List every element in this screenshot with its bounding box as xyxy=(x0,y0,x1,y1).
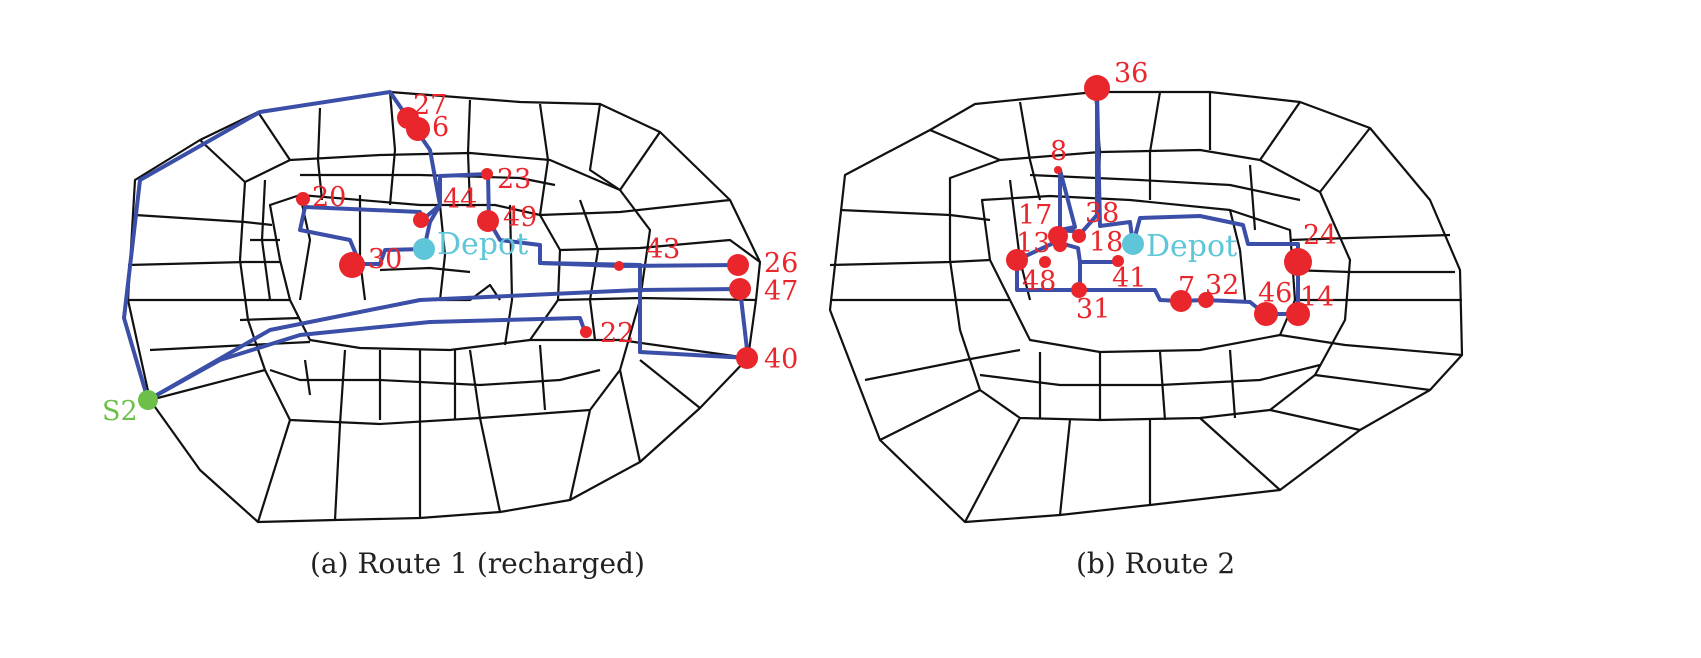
customer-label: 18 xyxy=(1089,227,1123,258)
customer-node xyxy=(1286,302,1310,326)
customer-label: 43 xyxy=(646,234,680,265)
customer-node xyxy=(614,261,624,271)
customer-label: 27 xyxy=(413,90,447,121)
panel-caption: (a) Route 1 (recharged) xyxy=(310,547,645,580)
customer-label: 14 xyxy=(1300,282,1334,313)
customer-nodes xyxy=(1006,75,1312,326)
customer-node xyxy=(1084,75,1110,101)
customer-label: 47 xyxy=(764,276,798,307)
depot-label: Depot xyxy=(1146,229,1237,264)
customer-node xyxy=(477,210,499,232)
customer-node xyxy=(1254,302,1278,326)
customer-label: 23 xyxy=(497,164,531,195)
customer-node xyxy=(580,326,592,338)
customer-node xyxy=(1039,256,1051,268)
customer-node xyxy=(1170,290,1192,312)
customer-label: 7 xyxy=(1178,272,1195,303)
customer-node xyxy=(1198,292,1214,308)
customer-node xyxy=(1284,248,1312,276)
customer-node xyxy=(1071,282,1087,298)
customer-label: 26 xyxy=(764,248,798,279)
customer-label: 41 xyxy=(1112,263,1146,294)
charging-station-node xyxy=(138,390,158,410)
customer-label: 24 xyxy=(1303,220,1337,251)
customer-node xyxy=(296,192,310,206)
customer-labels: 27 6 20 23 44 49 30 43 26 47 22 40 xyxy=(312,90,798,375)
panel-route-2: 36 8 17 38 13 18 24 48 41 7 32 46 14 31 … xyxy=(828,58,1464,580)
customer-node xyxy=(727,254,749,276)
road-network xyxy=(828,90,1464,524)
customer-label: 46 xyxy=(1258,278,1292,309)
panel-caption: (b) Route 2 xyxy=(1076,547,1235,580)
customer-label: 13 xyxy=(1016,228,1050,259)
customer-label: 49 xyxy=(503,202,537,233)
customer-label: 31 xyxy=(1076,294,1110,325)
customer-label: 48 xyxy=(1022,266,1056,297)
depot-node xyxy=(413,238,435,260)
customer-node xyxy=(1054,166,1062,174)
customer-label: 36 xyxy=(1114,58,1148,89)
customer-label: 38 xyxy=(1085,198,1119,229)
customer-label: 22 xyxy=(600,318,634,349)
customer-label: 6 xyxy=(432,112,449,143)
panel-route-1: 27 6 20 23 44 49 30 43 26 47 22 40 Depot… xyxy=(102,90,798,580)
customer-label: 8 xyxy=(1050,136,1067,167)
road-network xyxy=(126,90,762,524)
customer-node xyxy=(406,117,430,141)
customer-node xyxy=(1112,255,1124,267)
customer-node xyxy=(1006,249,1028,271)
customer-node xyxy=(729,278,751,300)
customer-node xyxy=(1072,229,1086,243)
charging-station-label: S2 xyxy=(102,396,138,427)
customer-label: 20 xyxy=(312,182,346,213)
customer-label: 44 xyxy=(443,184,477,215)
customer-node xyxy=(413,212,429,228)
depot-label: Depot xyxy=(437,227,528,262)
customer-node xyxy=(1053,238,1067,252)
customer-nodes xyxy=(296,107,758,369)
customer-labels: 36 8 17 38 13 18 24 48 41 7 32 46 14 31 xyxy=(1016,58,1337,325)
customer-node xyxy=(736,347,758,369)
customer-node xyxy=(481,168,493,180)
customer-label: 17 xyxy=(1018,200,1052,231)
customer-label: 32 xyxy=(1205,270,1239,301)
depot-node xyxy=(1122,233,1144,255)
customer-node xyxy=(339,252,365,278)
customer-label: 30 xyxy=(368,244,402,275)
customer-label: 40 xyxy=(764,344,798,375)
